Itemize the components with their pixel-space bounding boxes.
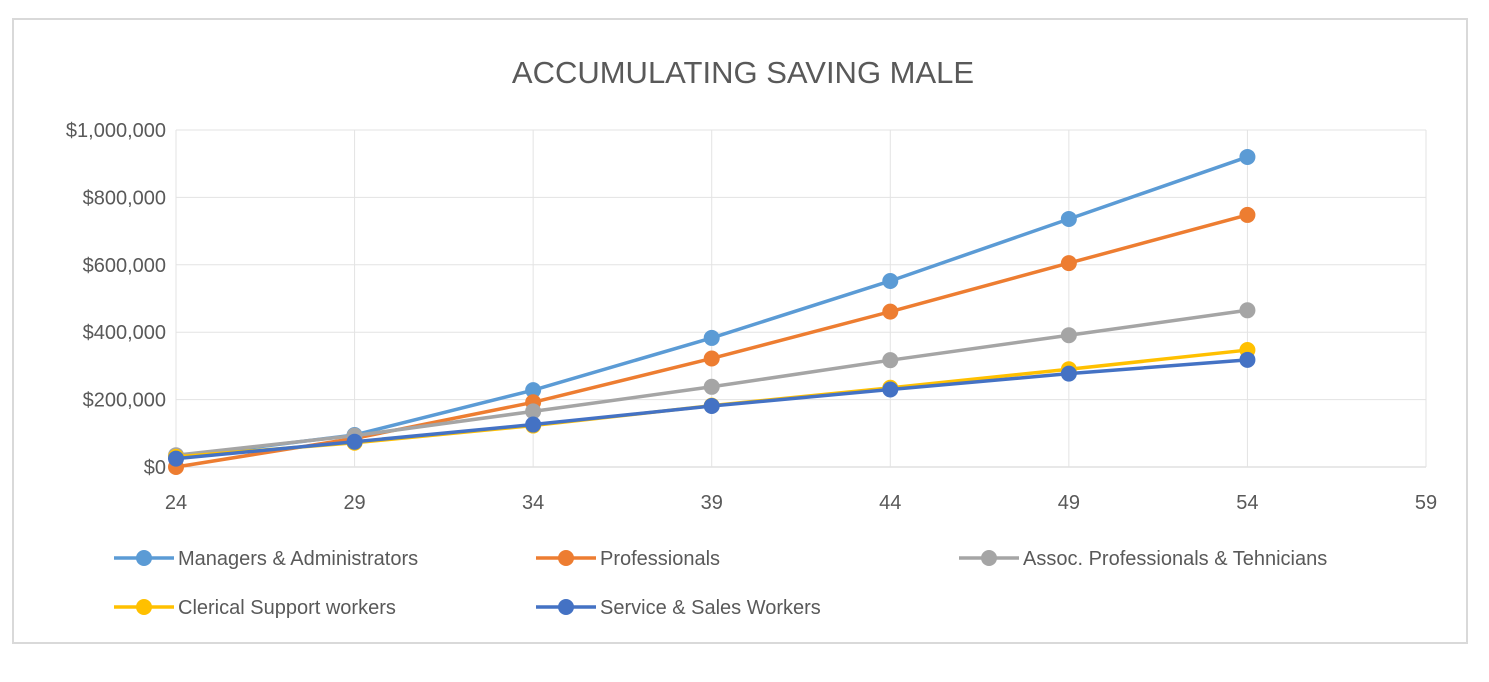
legend-item: Service & Sales Workers <box>536 597 821 619</box>
series-lines <box>168 148 1256 475</box>
legend-item: Professionals <box>536 548 720 570</box>
data-point <box>525 382 542 399</box>
data-point <box>703 350 720 367</box>
legend-marker <box>558 599 574 615</box>
data-point <box>1239 206 1256 223</box>
data-point <box>703 378 720 395</box>
legend-marker <box>981 550 997 566</box>
legend-label: Assoc. Professionals & Tehnicians <box>1023 548 1327 570</box>
data-point <box>346 433 363 450</box>
data-point <box>525 403 542 420</box>
x-tick-label: 49 <box>1058 492 1080 514</box>
x-tick-label: 24 <box>165 492 187 514</box>
data-point <box>1060 365 1077 382</box>
axes: $0 $200,000 $400,000 $600,000 $800,000 $1,000… <box>66 120 1437 514</box>
y-tick-label: $400,000 <box>83 322 166 344</box>
data-point <box>882 381 899 398</box>
data-point <box>882 272 899 289</box>
legend-label: Service & Sales Workers <box>600 597 821 619</box>
series-4 <box>168 351 1256 467</box>
chart-title: ACCUMULATING SAVING MALE <box>512 55 974 90</box>
legend-marker <box>136 599 152 615</box>
legend-item: Clerical Support workers <box>114 597 396 619</box>
x-tick-label: 59 <box>1415 492 1437 514</box>
legend: Managers & Administrators Professionals As… <box>114 548 1327 619</box>
y-tick-label: $600,000 <box>83 255 166 277</box>
data-point <box>1060 210 1077 227</box>
y-tick-label: $800,000 <box>83 187 166 209</box>
grid-lines <box>175 129 1427 468</box>
x-tick-label: 44 <box>879 492 901 514</box>
legend-label: Professionals <box>600 548 720 570</box>
legend-label: Clerical Support workers <box>178 597 396 619</box>
y-tick-label: $200,000 <box>83 390 166 412</box>
x-tick-label: 34 <box>522 492 544 514</box>
data-point <box>703 329 720 346</box>
line-chart: ACCUMULATING SAVING MALE $0 $200,000 $400,… <box>66 55 1437 619</box>
x-tick-label: 54 <box>1236 492 1258 514</box>
legend-item: Assoc. Professionals & Tehnicians <box>959 548 1327 570</box>
data-point <box>1239 148 1256 165</box>
data-point <box>1060 255 1077 272</box>
chart-frame: ACCUMULATING SAVING MALE $0 $200,000 $400,… <box>12 18 1468 644</box>
y-tick-label: $0 <box>144 457 166 479</box>
data-point <box>882 303 899 320</box>
data-point <box>1239 302 1256 319</box>
data-point <box>1060 327 1077 344</box>
data-point <box>1239 351 1256 368</box>
legend-marker <box>136 550 152 566</box>
data-point <box>703 398 720 415</box>
legend-label: Managers & Administrators <box>178 548 418 570</box>
x-tick-label: 29 <box>343 492 365 514</box>
data-point <box>525 416 542 433</box>
legend-marker <box>558 550 574 566</box>
y-tick-label: $1,000,000 <box>66 120 166 142</box>
data-point <box>882 352 899 369</box>
x-tick-label: 39 <box>701 492 723 514</box>
legend-item: Managers & Administrators <box>114 548 418 570</box>
data-point <box>168 450 184 467</box>
